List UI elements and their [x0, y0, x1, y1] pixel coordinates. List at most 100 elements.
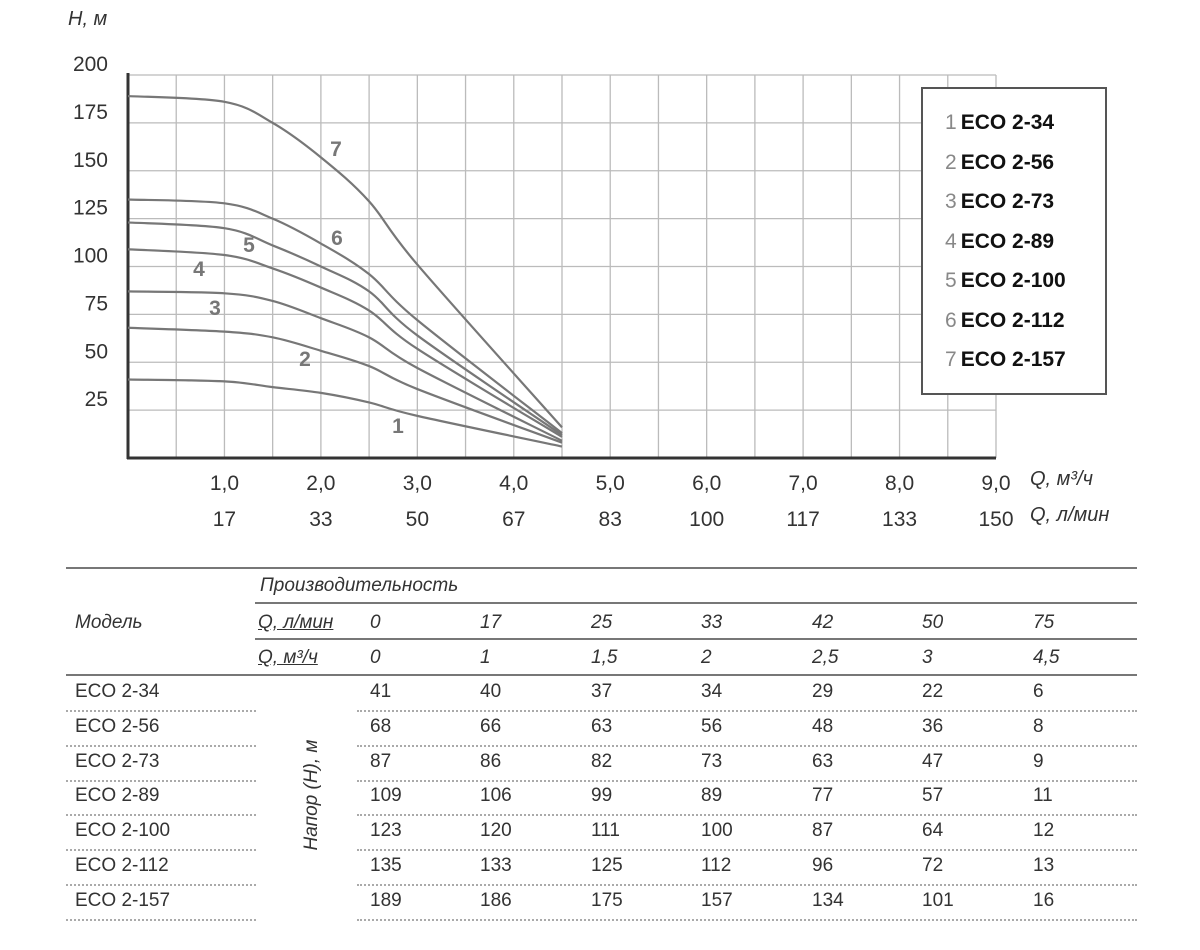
x-tick-label-lmin: 100	[689, 508, 724, 531]
x-tick-label-m3h: 5,0	[596, 472, 625, 495]
q-lmin-value: 33	[701, 612, 723, 633]
legend-model: ECO 2-157	[960, 348, 1066, 371]
q-m3h-value: 0	[370, 647, 381, 668]
table-cell: 125	[591, 855, 623, 876]
table-cell: 96	[812, 855, 834, 876]
q-lmin-value: 25	[591, 612, 613, 633]
y-tick-label: 150	[73, 149, 108, 172]
table-cell: 34	[701, 681, 723, 702]
table-rule	[255, 602, 1137, 604]
table-cell: 123	[370, 820, 402, 842]
table-rule	[255, 638, 1137, 640]
table-cell: 68	[370, 715, 392, 737]
row-divider	[357, 744, 1137, 747]
legend-number: 1	[945, 111, 957, 134]
y-tick-label: 100	[73, 245, 108, 268]
q-m3h-value: 4,5	[1033, 647, 1060, 668]
table-cell: 47	[922, 750, 944, 772]
q-lmin-value: 42	[812, 612, 834, 633]
table-cell: 87	[370, 750, 392, 772]
table-cell: 101	[922, 889, 954, 911]
x-tick-label-m3h: 6,0	[692, 472, 721, 495]
x-axis-label-lmin: Q, л/мин	[1030, 504, 1110, 526]
legend-item: 2 ECO 2-56	[945, 151, 1054, 175]
q-lmin-label: Q, л/мин	[258, 612, 334, 633]
q-m3h-value: 2,5	[812, 647, 839, 668]
head-label: Напор (H), м	[301, 739, 322, 851]
row-divider	[357, 918, 1137, 921]
table-cell: 157	[701, 889, 733, 911]
q-m3h-value: 3	[922, 647, 933, 668]
x-tick-label-lmin: 67	[502, 508, 525, 531]
table-row-model: ECO 2-34	[75, 681, 160, 702]
curve-eco-2-56	[127, 326, 563, 444]
chart-legend: 1 ECO 2-34 2 ECO 2-56 3 ECO 2-73 4 ECO 2-89 5 ECO…	[921, 87, 1107, 395]
table-cell: 29	[812, 681, 834, 702]
legend-number: 6	[945, 308, 957, 332]
y-tick-label: 125	[73, 197, 108, 220]
row-divider	[66, 744, 256, 747]
row-divider	[357, 710, 1137, 712]
table-cell: 63	[591, 715, 613, 737]
q-lmin-value: 17	[480, 612, 502, 633]
q-lmin-value: 50	[922, 612, 944, 633]
curve-label: 3	[209, 297, 221, 320]
curve-label: 2	[299, 348, 311, 371]
table-cell: 189	[370, 889, 402, 911]
row-divider	[66, 779, 256, 782]
table-cell: 63	[812, 750, 834, 772]
y-tick-label: 25	[85, 388, 108, 411]
x-tick-label-m3h: 8,0	[885, 472, 914, 495]
legend-item: 7 ECO 2-157	[945, 348, 1066, 372]
table-cell: 111	[591, 820, 620, 842]
table-cell: 120	[480, 820, 512, 842]
table-cell: 73	[701, 750, 723, 772]
curve-label: 5	[243, 234, 255, 257]
legend-model: ECO 2-73	[960, 190, 1055, 213]
table-cell: 57	[922, 785, 944, 807]
q-m3h-value: 1	[480, 647, 491, 668]
legend-model: ECO 2-89	[960, 229, 1055, 253]
table-cell: 106	[480, 785, 512, 807]
legend-model: ECO 2-56	[960, 150, 1055, 174]
table-cell: 133	[480, 855, 512, 876]
curve-label: 6	[331, 227, 343, 250]
x-tick-label-m3h: 3,0	[403, 472, 432, 495]
legend-number: 2	[945, 150, 957, 174]
table-cell: 13	[1033, 855, 1055, 876]
table-cell: 48	[812, 715, 834, 737]
table-row-model: ECO 2-112	[75, 855, 169, 876]
row-divider	[66, 918, 256, 921]
x-tick-label-m3h: 4,0	[499, 472, 528, 495]
legend-item: 6 ECO 2-112	[945, 309, 1065, 333]
table-cell: 6	[1033, 681, 1044, 702]
legend-number: 5	[945, 269, 957, 292]
row-divider	[357, 849, 1137, 852]
x-tick-label-lmin: 133	[882, 508, 917, 531]
table-row-model: ECO 2-100	[75, 820, 171, 842]
x-tick-label-lmin: 150	[978, 508, 1013, 531]
table-cell: 77	[812, 785, 834, 807]
curve-eco-2-89	[127, 248, 563, 438]
x-axis-label-m3h: Q, м³/ч	[1030, 468, 1093, 490]
row-divider	[357, 779, 1137, 782]
x-tick-label-m3h: 7,0	[789, 472, 818, 495]
table-cell: 82	[591, 750, 613, 772]
row-divider	[66, 884, 256, 886]
table-cell: 72	[922, 855, 944, 876]
table-cell: 134	[812, 889, 844, 911]
table-cell: 36	[922, 715, 944, 737]
y-tick-label: 75	[85, 292, 108, 315]
table-cell: 109	[370, 785, 402, 807]
table-cell: 40	[480, 681, 502, 702]
row-divider	[357, 884, 1137, 886]
row-divider	[66, 814, 256, 817]
table-cell: 41	[370, 681, 392, 702]
table-cell: 16	[1033, 889, 1055, 911]
row-divider	[66, 710, 256, 712]
legend-item: 4 ECO 2-89	[945, 230, 1054, 254]
table-header-rule	[66, 674, 1137, 676]
table-cell: 186	[480, 889, 512, 911]
table-cell: 99	[591, 785, 613, 807]
x-tick-label-lmin: 17	[213, 508, 236, 531]
